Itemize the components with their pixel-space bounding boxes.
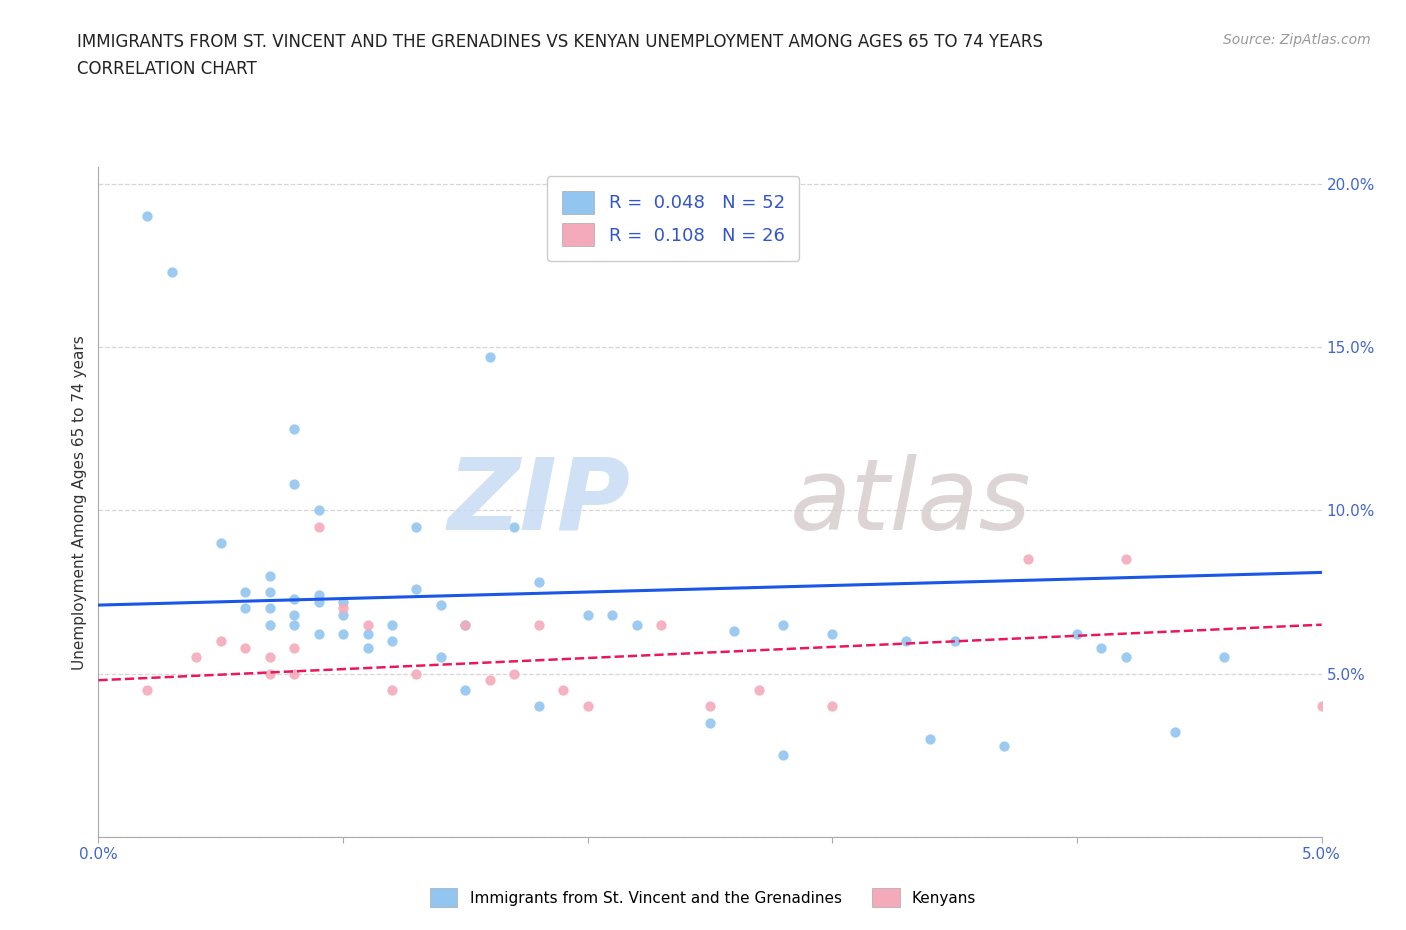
- Point: [1066, 627, 1088, 642]
- Point: [527, 575, 550, 590]
- Point: [233, 640, 256, 655]
- Point: [136, 683, 159, 698]
- Point: [332, 601, 354, 616]
- Point: [381, 683, 404, 698]
- Point: [699, 699, 721, 714]
- Point: [454, 618, 477, 632]
- Point: [772, 618, 794, 632]
- Point: [478, 672, 501, 687]
- Point: [259, 568, 281, 583]
- Point: [308, 503, 330, 518]
- Point: [233, 601, 256, 616]
- Point: [723, 624, 745, 639]
- Point: [405, 519, 427, 534]
- Text: ZIP: ZIP: [447, 454, 630, 551]
- Point: [478, 350, 501, 365]
- Point: [1212, 650, 1234, 665]
- Point: [160, 264, 183, 279]
- Point: [430, 650, 453, 665]
- Point: [283, 618, 305, 632]
- Point: [553, 683, 575, 698]
- Point: [1310, 699, 1333, 714]
- Point: [209, 536, 232, 551]
- Legend: Immigrants from St. Vincent and the Grenadines, Kenyans: Immigrants from St. Vincent and the Gren…: [423, 883, 983, 913]
- Point: [993, 738, 1015, 753]
- Text: IMMIGRANTS FROM ST. VINCENT AND THE GRENADINES VS KENYAN UNEMPLOYMENT AMONG AGES: IMMIGRANTS FROM ST. VINCENT AND THE GREN…: [77, 33, 1043, 50]
- Point: [527, 699, 550, 714]
- Point: [308, 519, 330, 534]
- Point: [405, 581, 427, 596]
- Point: [1115, 650, 1137, 665]
- Point: [186, 650, 208, 665]
- Point: [308, 594, 330, 609]
- Point: [233, 585, 256, 600]
- Point: [405, 666, 427, 681]
- Point: [454, 618, 477, 632]
- Point: [1164, 725, 1187, 740]
- Y-axis label: Unemployment Among Ages 65 to 74 years: Unemployment Among Ages 65 to 74 years: [72, 335, 87, 670]
- Legend: R =  0.048   N = 52, R =  0.108   N = 26: R = 0.048 N = 52, R = 0.108 N = 26: [547, 177, 800, 260]
- Point: [209, 633, 232, 648]
- Point: [821, 699, 844, 714]
- Point: [699, 715, 721, 730]
- Point: [283, 591, 305, 606]
- Point: [772, 748, 794, 763]
- Point: [308, 627, 330, 642]
- Point: [259, 666, 281, 681]
- Point: [1090, 640, 1112, 655]
- Point: [576, 607, 599, 622]
- Point: [283, 640, 305, 655]
- Point: [1017, 551, 1039, 566]
- Point: [332, 594, 354, 609]
- Point: [283, 607, 305, 622]
- Point: [748, 683, 770, 698]
- Point: [576, 699, 599, 714]
- Point: [600, 607, 623, 622]
- Point: [430, 598, 453, 613]
- Point: [821, 627, 844, 642]
- Point: [626, 618, 648, 632]
- Point: [283, 477, 305, 492]
- Point: [259, 618, 281, 632]
- Point: [1115, 551, 1137, 566]
- Point: [503, 666, 526, 681]
- Point: [381, 618, 404, 632]
- Point: [332, 627, 354, 642]
- Point: [283, 666, 305, 681]
- Point: [356, 640, 378, 655]
- Point: [356, 627, 378, 642]
- Text: Source: ZipAtlas.com: Source: ZipAtlas.com: [1223, 33, 1371, 46]
- Point: [894, 633, 917, 648]
- Point: [259, 650, 281, 665]
- Point: [503, 519, 526, 534]
- Point: [650, 618, 672, 632]
- Point: [454, 683, 477, 698]
- Point: [136, 209, 159, 224]
- Point: [920, 732, 942, 747]
- Point: [332, 607, 354, 622]
- Point: [943, 633, 966, 648]
- Point: [381, 633, 404, 648]
- Point: [356, 618, 378, 632]
- Point: [527, 618, 550, 632]
- Point: [308, 588, 330, 603]
- Text: atlas: atlas: [790, 454, 1031, 551]
- Point: [283, 421, 305, 436]
- Point: [259, 585, 281, 600]
- Point: [259, 601, 281, 616]
- Text: CORRELATION CHART: CORRELATION CHART: [77, 60, 257, 78]
